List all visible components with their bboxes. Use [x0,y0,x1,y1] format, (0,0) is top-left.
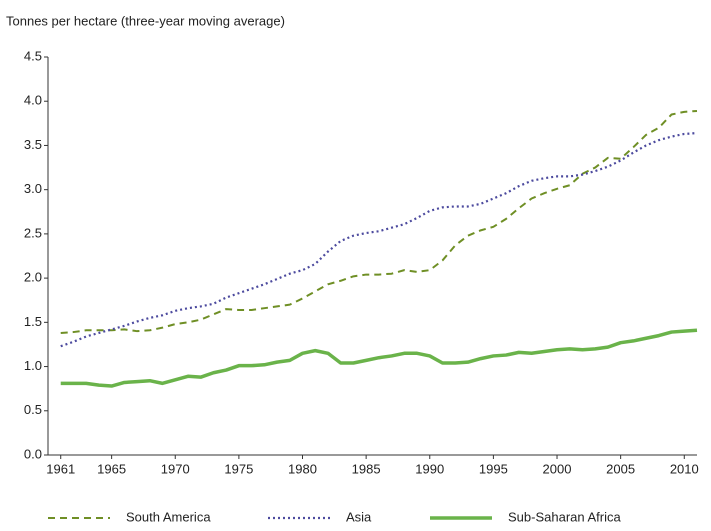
x-tick-label: 1975 [224,461,253,476]
series-line [60,131,698,348]
x-tick-label: 1995 [479,461,508,476]
y-tick-label: 3.5 [24,137,42,152]
x-tick-label: 1990 [415,461,444,476]
chart-title: Tonnes per hectare (three-year moving av… [6,13,285,28]
y-tick-label: 4.0 [24,93,42,108]
legend-label: Sub-Saharan Africa [508,509,622,524]
y-tick-label: 1.0 [24,358,42,373]
y-tick-label: 3.0 [24,181,42,196]
legend-label: South America [126,509,211,524]
x-tick-label: 1970 [161,461,190,476]
y-tick-label: 2.0 [24,270,42,285]
y-tick-label: 4.5 [24,48,42,63]
legend-label: Asia [346,509,372,524]
y-tick-label: 0.0 [24,446,42,461]
series-line [60,328,698,388]
x-tick-label: 2005 [606,461,635,476]
y-tick-label: 1.5 [24,314,42,329]
y-tick-label: 0.5 [24,402,42,417]
series-line [60,109,698,334]
x-tick-label: 1985 [352,461,381,476]
x-tick-label: 2000 [543,461,572,476]
x-tick-label: 1980 [288,461,317,476]
x-tick-label: 1961 [46,461,75,476]
y-tick-label: 2.5 [24,225,42,240]
x-tick-label: 1965 [97,461,126,476]
x-tick-label: 2010 [670,461,699,476]
